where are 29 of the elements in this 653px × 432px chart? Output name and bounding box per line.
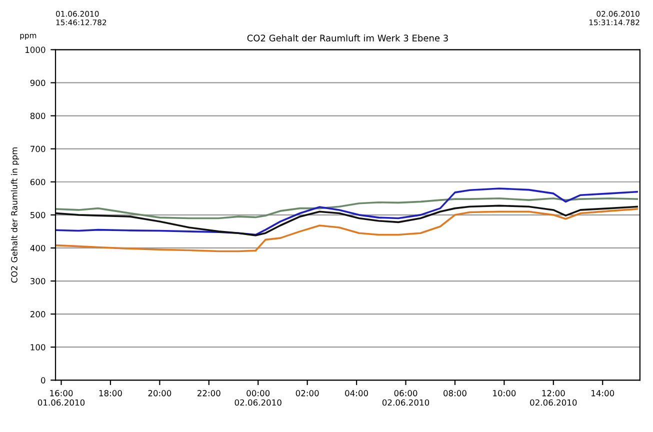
x-tick-label: 12:00 02.06.2010 <box>530 390 577 406</box>
y-tick-label: 100 <box>30 344 46 350</box>
line-series <box>56 197 638 220</box>
y-tick-label: 500 <box>30 212 46 218</box>
y-tick-label: 1000 <box>25 46 46 53</box>
x-tick-label: 20:00 <box>148 390 172 396</box>
x-tick-label: 08:00 <box>444 390 466 396</box>
line-series <box>56 188 638 236</box>
line-series <box>56 204 638 236</box>
x-tick-label: 18:00 <box>99 390 122 396</box>
y-tick-label: 400 <box>30 244 46 252</box>
line-series <box>56 208 638 252</box>
x-tick-label: 06:00 02.06.2010 <box>382 390 430 406</box>
y-tick-label: 300 <box>30 278 46 284</box>
x-tick-label: 16:00 01.06.2010 <box>38 390 85 406</box>
y-tick-label: 0 <box>41 377 46 384</box>
y-tick-label: 800 <box>30 112 46 120</box>
x-tick-label: 04:00 <box>345 390 368 396</box>
chart-title: CO2 Gehalt der Raumluft im Werk 3 Ebene 3 <box>247 34 448 42</box>
y-tick-label: 900 <box>30 80 46 86</box>
x-tick-label: 02:00 <box>296 390 319 396</box>
y-axis-title: CO2 Gehalt der Raumluft in ppm <box>10 147 20 283</box>
x-tick-label: 14:00 <box>592 390 614 396</box>
y-tick-label: 600 <box>30 178 46 186</box>
x-tick-label: 22:00 <box>197 390 220 396</box>
x-tick-label: 00:00 02.06.2010 <box>234 390 282 406</box>
y-tick-label: 200 <box>30 311 46 318</box>
x-tick-label: 10:00 <box>493 390 516 396</box>
y-tick-label: 700 <box>30 146 46 152</box>
